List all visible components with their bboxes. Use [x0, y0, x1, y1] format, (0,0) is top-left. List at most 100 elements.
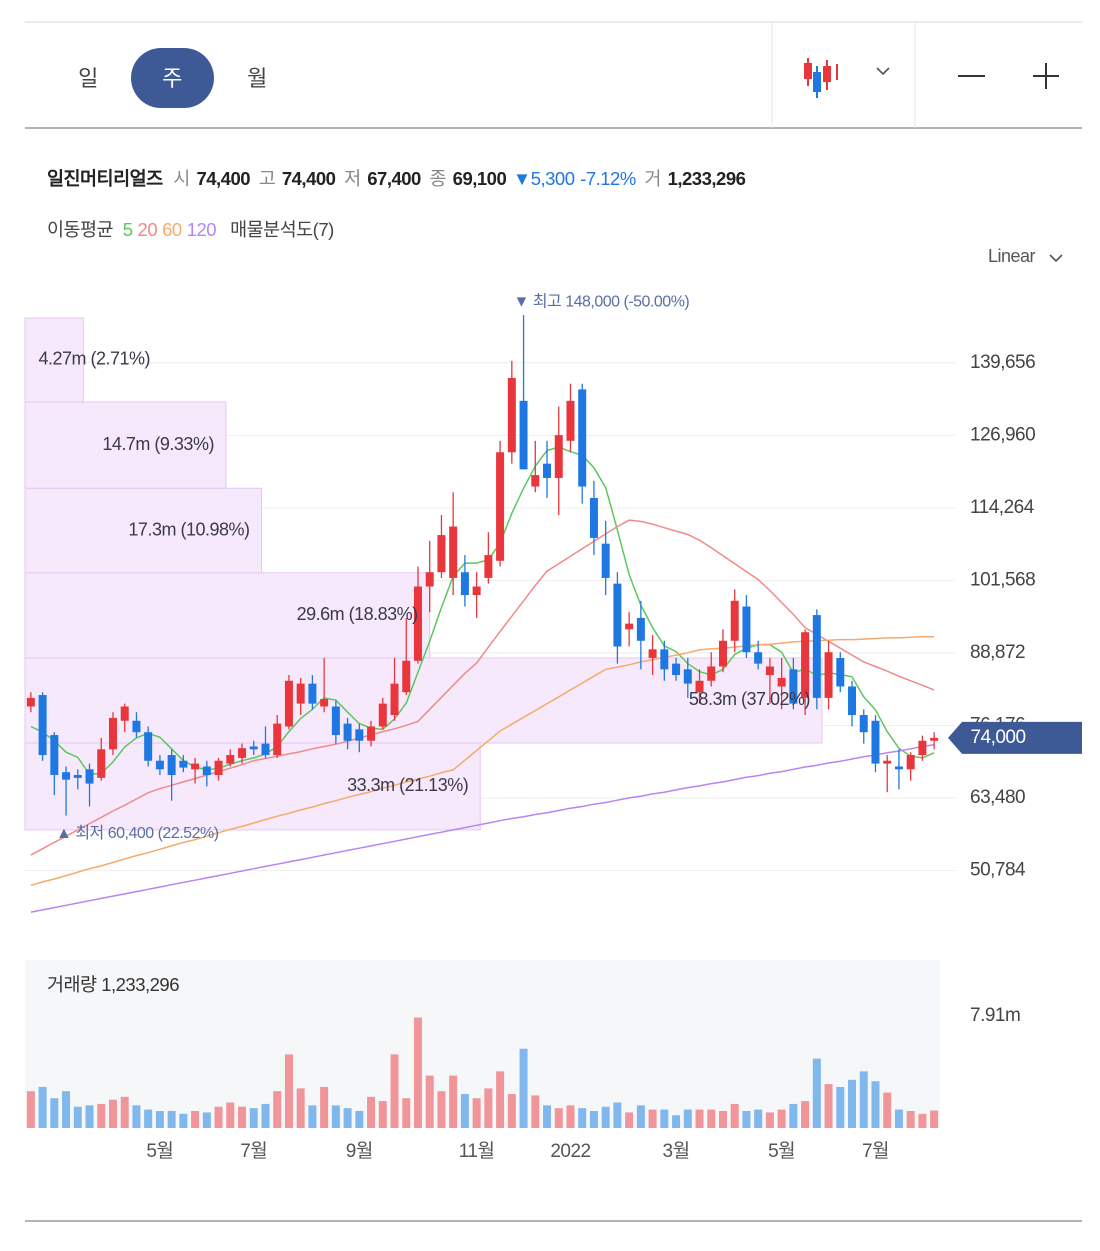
candle-body — [660, 649, 669, 670]
scale-selector[interactable]: Linear — [988, 246, 1036, 266]
volume-bar — [449, 1075, 458, 1128]
field-label: 종 — [430, 168, 447, 189]
ma-line — [30, 744, 935, 913]
extreme-annotation: ▲ 최저 60,400 (22.52%) — [56, 824, 219, 842]
price-change: ▼5,300 — [513, 168, 575, 189]
candle-body — [273, 723, 282, 756]
candle-body — [613, 583, 622, 647]
y-tick-label: 114,264 — [970, 497, 1035, 518]
ma-line — [30, 446, 935, 776]
volume-bar — [636, 1105, 645, 1128]
y-tick-label: 139,656 — [970, 352, 1035, 373]
zoom-in-button[interactable] — [1033, 63, 1059, 89]
period-tab[interactable]: 일 — [78, 66, 98, 91]
ma-title: 이동평균 — [47, 219, 114, 240]
last-price-tag — [948, 721, 1082, 754]
candle-body — [754, 652, 763, 664]
volume-bar — [754, 1109, 763, 1128]
profile-label: 58.3m (37.02%) — [689, 689, 810, 709]
profile-bar — [24, 487, 263, 574]
legend-entry: 20 — [138, 219, 158, 240]
x-tick-label: 2022 — [550, 1141, 590, 1162]
volume-bar — [894, 1109, 903, 1128]
y-tick-label: 101,568 — [970, 569, 1035, 590]
volume-bar — [742, 1111, 751, 1128]
chart-type-button[interactable] — [804, 58, 838, 98]
volume-bar — [824, 1084, 833, 1128]
volume-bar — [519, 1048, 528, 1128]
candle-body — [449, 526, 458, 578]
volume-bar — [801, 1101, 810, 1128]
candle-body — [155, 760, 164, 770]
volume-bar — [378, 1101, 387, 1128]
volume-bar — [460, 1094, 469, 1128]
candle-body — [191, 763, 200, 770]
candle-body — [519, 400, 528, 470]
y-tick-label: 50,784 — [970, 860, 1026, 881]
volume-bar — [367, 1096, 376, 1128]
candle-body — [437, 535, 446, 573]
stock-info-line: 일진머티리얼즈 시 74,400 고 74,400 저 67,400 종 69,… — [47, 168, 746, 189]
volume-bar — [765, 1112, 774, 1128]
x-tick-label: 7월 — [862, 1140, 889, 1162]
candle-body — [390, 683, 399, 716]
candle-body — [648, 649, 657, 658]
volume-bar — [812, 1058, 821, 1128]
x-tick-label: 5월 — [146, 1140, 173, 1162]
volume-bar — [578, 1108, 587, 1128]
candle-body — [683, 669, 692, 684]
candle-body — [812, 615, 821, 698]
dropdown-chevron[interactable] — [876, 67, 890, 76]
ma-legend: 이동평균 5 20 60 120 매물분석도(7) — [47, 219, 334, 240]
volume-bar — [883, 1092, 892, 1128]
volume-bar — [179, 1113, 188, 1128]
volume-bar — [566, 1105, 575, 1128]
volume-caption: 거래량 1,233,296 — [47, 974, 179, 995]
field-label: 고 — [259, 168, 276, 189]
candle-body — [238, 748, 247, 758]
candle-body — [496, 452, 505, 561]
field-value: 1,233,296 — [668, 168, 746, 189]
volume-bar — [437, 1091, 446, 1128]
volume-bar — [930, 1110, 939, 1128]
period-tab[interactable]: 월 — [247, 66, 267, 91]
candle-body — [62, 772, 71, 780]
candle-body — [367, 726, 376, 741]
icon-body — [804, 63, 812, 79]
legend-entry: 60 — [162, 219, 182, 240]
candle-body — [742, 606, 751, 653]
candle-body — [543, 463, 552, 478]
volume-bar — [214, 1106, 223, 1128]
volume-bar — [507, 1094, 516, 1128]
volume-bar — [777, 1109, 786, 1128]
volume-bar — [308, 1105, 317, 1128]
candle-body — [484, 555, 493, 578]
ma-line — [30, 519, 935, 856]
candle-body — [836, 657, 845, 687]
period-tab[interactable]: 주 — [162, 66, 183, 91]
candle-body — [589, 497, 598, 538]
volume-bar — [859, 1071, 868, 1128]
volume-panel — [25, 960, 940, 1128]
candle-body — [460, 572, 469, 596]
candle-body — [695, 680, 704, 693]
candle-body — [906, 755, 915, 770]
candle-body — [97, 749, 106, 778]
profile-title: 매물분석도(7) — [230, 219, 334, 240]
legend-entry: 5 — [123, 219, 133, 240]
volume-bar — [906, 1111, 915, 1128]
scale-chevron[interactable] — [1049, 254, 1063, 263]
volume-bar — [50, 1098, 59, 1128]
candle-body — [918, 740, 927, 756]
field-label: 저 — [344, 168, 361, 189]
candle-body — [789, 669, 798, 704]
volume-bar — [73, 1106, 82, 1128]
candle-body — [930, 737, 939, 741]
volume-bar — [484, 1088, 493, 1128]
volume-bar — [62, 1091, 71, 1128]
volume-bar — [496, 1071, 505, 1128]
candle-body — [531, 475, 540, 487]
candle-body — [38, 695, 47, 756]
volume-bar — [543, 1105, 552, 1128]
